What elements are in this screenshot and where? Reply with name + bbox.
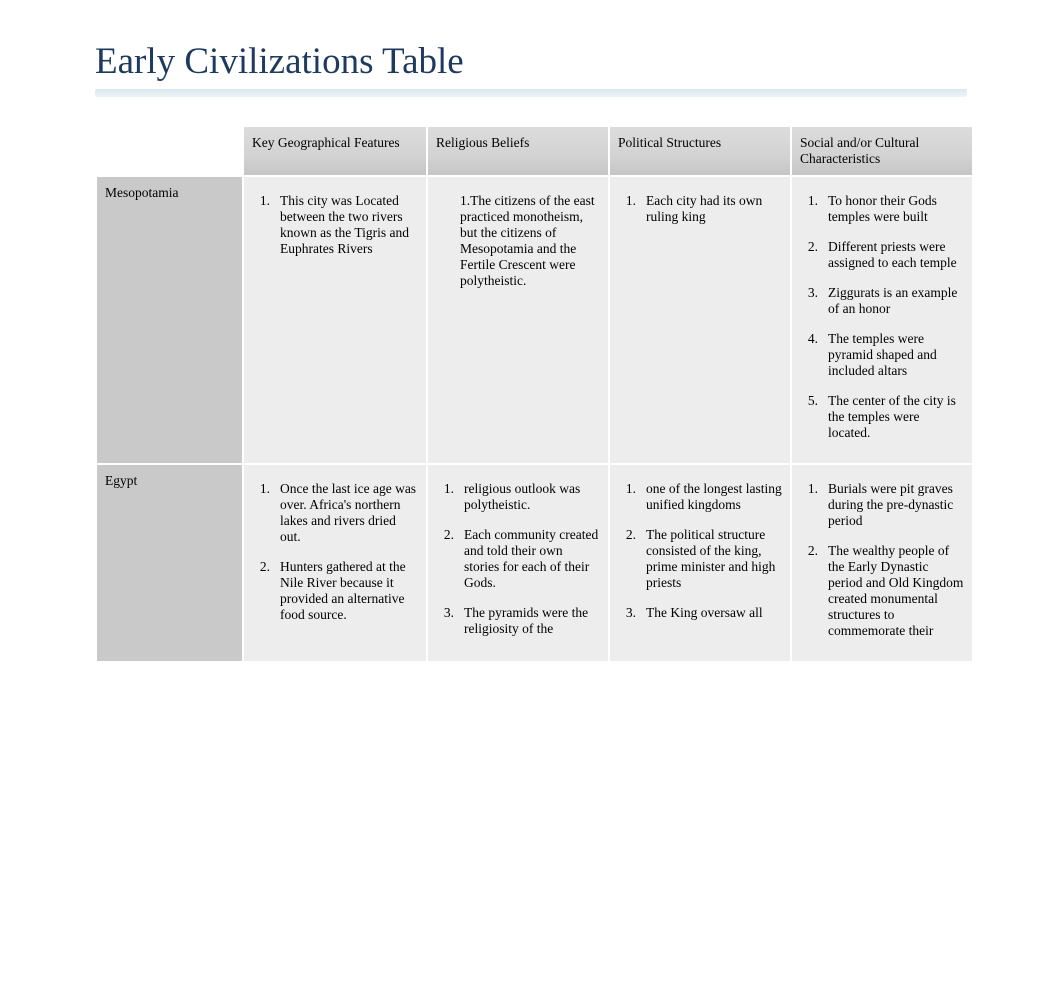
list-item: 2.Each community created and told their … [436, 527, 600, 591]
cell-social: 1.To honor their Gods temples were built… [792, 177, 972, 463]
item-text: This city was Located between the two ri… [280, 193, 418, 257]
religion-paragraph: 1.The citizens of the east practiced mon… [460, 193, 600, 289]
civilizations-table: Key Geographical Features Religious Beli… [95, 125, 974, 663]
item-text: Each community created and told their ow… [464, 527, 600, 591]
item-text: The political structure consisted of the… [646, 527, 782, 591]
list-item: 2.Hunters gathered at the Nile River bec… [252, 559, 418, 623]
item-text: The wealthy people of the Early Dynastic… [828, 543, 964, 639]
list-item: 3.The King oversaw all [618, 605, 782, 621]
list-item: 1.one of the longest lasting unified kin… [618, 481, 782, 513]
cell-religion: 1.religious outlook was polytheistic. 2.… [428, 465, 608, 661]
list-item: 1.This city was Located between the two … [252, 193, 418, 257]
item-number: 1. [800, 481, 828, 529]
row-label: Mesopotamia [97, 177, 242, 463]
item-number: 3. [618, 605, 646, 621]
cell-political: 1.one of the longest lasting unified kin… [610, 465, 790, 661]
item-text: The temples were pyramid shaped and incl… [828, 331, 964, 379]
header-social: Social and/or Cultural Characteristics [792, 127, 972, 175]
header-religion: Religious Beliefs [428, 127, 608, 175]
cell-political: 1.Each city had its own ruling king [610, 177, 790, 463]
item-text: Once the last ice age was over. Africa's… [280, 481, 418, 545]
item-number: 1. [800, 193, 828, 225]
item-number: 2. [618, 527, 646, 591]
item-text: one of the longest lasting unified kingd… [646, 481, 782, 513]
list-item: 2.The political structure consisted of t… [618, 527, 782, 591]
row-label: Egypt [97, 465, 242, 661]
item-number: 2. [800, 543, 828, 639]
item-text: religious outlook was polytheistic. [464, 481, 600, 513]
list-item: 5.The center of the city is the temples … [800, 393, 964, 441]
item-number: 1. [618, 481, 646, 513]
list-item: 2.Different priests were assigned to eac… [800, 239, 964, 271]
page-title: Early Civilizations Table [95, 40, 967, 83]
item-text: To honor their Gods temples were built [828, 193, 964, 225]
social-list: 1.Burials were pit graves during the pre… [800, 481, 964, 639]
item-number: 2. [800, 239, 828, 271]
item-number: 1. [252, 481, 280, 545]
cell-religion: 1.The citizens of the east practiced mon… [428, 177, 608, 463]
religion-list: 1.religious outlook was polytheistic. 2.… [436, 481, 600, 637]
list-item: 1.Each city had its own ruling king [618, 193, 782, 225]
title-underline [95, 89, 967, 97]
list-item: 1.Once the last ice age was over. Africa… [252, 481, 418, 545]
table-row: Egypt 1.Once the last ice age was over. … [97, 465, 972, 661]
list-item: 1.To honor their Gods temples were built [800, 193, 964, 225]
item-number: 2. [436, 527, 464, 591]
item-number: 1. [252, 193, 280, 257]
geo-list: 1.This city was Located between the two … [252, 193, 418, 257]
item-number: 4. [800, 331, 828, 379]
item-number: 1. [618, 193, 646, 225]
cell-geo: 1.This city was Located between the two … [244, 177, 426, 463]
list-item: 2.The wealthy people of the Early Dynast… [800, 543, 964, 639]
item-text: The King oversaw all [646, 605, 782, 621]
item-text: Burials were pit graves during the pre-d… [828, 481, 964, 529]
item-text: Hunters gathered at the Nile River becau… [280, 559, 418, 623]
item-text: Different priests were assigned to each … [828, 239, 964, 271]
social-list: 1.To honor their Gods temples were built… [800, 193, 964, 441]
list-item: 1.religious outlook was polytheistic. [436, 481, 600, 513]
header-geo: Key Geographical Features [244, 127, 426, 175]
item-text: The pyramids were the religiosity of the [464, 605, 600, 637]
item-number: 2. [252, 559, 280, 623]
list-item: 3.The pyramids were the religiosity of t… [436, 605, 600, 637]
item-number: 3. [800, 285, 828, 317]
item-number: 5. [800, 393, 828, 441]
political-list: 1.Each city had its own ruling king [618, 193, 782, 225]
table-row: Mesopotamia 1.This city was Located betw… [97, 177, 972, 463]
item-number: 3. [436, 605, 464, 637]
item-number: 1. [436, 481, 464, 513]
political-list: 1.one of the longest lasting unified kin… [618, 481, 782, 621]
cell-geo: 1.Once the last ice age was over. Africa… [244, 465, 426, 661]
header-row: Key Geographical Features Religious Beli… [97, 127, 972, 175]
geo-list: 1.Once the last ice age was over. Africa… [252, 481, 418, 623]
list-item: 3.Ziggurats is an example of an honor [800, 285, 964, 317]
list-item: 1.Burials were pit graves during the pre… [800, 481, 964, 529]
header-political: Political Structures [610, 127, 790, 175]
item-text: Ziggurats is an example of an honor [828, 285, 964, 317]
cell-social: 1.Burials were pit graves during the pre… [792, 465, 972, 661]
header-blank [97, 127, 242, 175]
item-text: Each city had its own ruling king [646, 193, 782, 225]
list-item: 4.The temples were pyramid shaped and in… [800, 331, 964, 379]
document-page: Early Civilizations Table Key Geographic… [0, 0, 1062, 663]
item-text: The center of the city is the temples we… [828, 393, 964, 441]
